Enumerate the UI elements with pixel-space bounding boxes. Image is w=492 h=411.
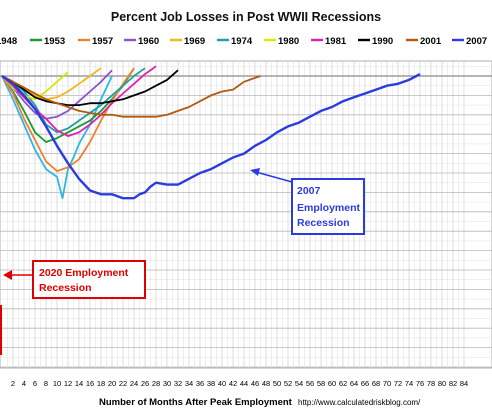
x-tick-label: 16 xyxy=(86,379,94,388)
legend-label-1990: 1990 xyxy=(372,36,393,47)
x-tick-label: 46 xyxy=(251,379,259,388)
legend-label-1969: 1969 xyxy=(184,36,205,47)
series-group xyxy=(1,65,421,200)
annotation-2007-arrow xyxy=(255,171,293,183)
series-line-1980 xyxy=(1,71,69,101)
legend-label-2001: 2001 xyxy=(420,36,442,47)
legend-label-1948: 1948 xyxy=(0,36,17,47)
annotation-2007-line1: 2007 xyxy=(297,185,321,197)
x-tick-label: 10 xyxy=(53,379,61,388)
x-tick-label: 42 xyxy=(229,379,237,388)
series-line-1953 xyxy=(1,67,135,143)
series-line-1960 xyxy=(1,69,113,120)
x-tick-label: 54 xyxy=(295,379,303,388)
x-tick-label: 50 xyxy=(273,379,281,388)
annotation-2007-box xyxy=(291,178,365,235)
x-tick-label: 38 xyxy=(207,379,215,388)
x-tick-label: 44 xyxy=(240,379,248,388)
annotation-2020-line1: 2020 Employment xyxy=(39,267,129,279)
chart-title: Percent Job Losses in Post WWII Recessio… xyxy=(111,10,381,24)
x-tick-label: 12 xyxy=(64,379,72,388)
x-tick-label: 72 xyxy=(394,379,402,388)
x-tick-label: 18 xyxy=(97,379,105,388)
x-tick-label: 20 xyxy=(108,379,116,388)
legend-label-1953: 1953 xyxy=(44,36,65,47)
x-tick-label: 62 xyxy=(339,379,347,388)
annotation-2020-line2: Recession xyxy=(39,282,92,294)
x-tick-label: 52 xyxy=(284,379,292,388)
x-tick-label: 2 xyxy=(11,379,15,388)
x-tick-label: 74 xyxy=(405,379,413,388)
x-tick-label: 24 xyxy=(130,379,138,388)
x-tick-label: 6 xyxy=(33,379,37,388)
x-tick-label: 28 xyxy=(152,379,160,388)
x-tick-label: 26 xyxy=(141,379,149,388)
x-tick-label: 14 xyxy=(75,379,83,388)
annotation-2007-line2: Employment xyxy=(297,202,361,214)
x-tick-label: 48 xyxy=(262,379,270,388)
x-tick-label: 30 xyxy=(163,379,171,388)
legend-label-1974: 1974 xyxy=(231,36,253,47)
x-axis-label: Number of Months After Peak Employment xyxy=(99,397,293,408)
legend-label-2007: 2007 xyxy=(466,36,487,47)
x-tick-label: 4 xyxy=(22,379,26,388)
x-tick-label: 84 xyxy=(460,379,468,388)
legend-label-1981: 1981 xyxy=(325,36,347,47)
x-tick-label: 64 xyxy=(350,379,358,388)
x-tick-label: 70 xyxy=(383,379,391,388)
series-line-1974 xyxy=(1,67,146,134)
series-line-2007 xyxy=(1,73,421,200)
series-line-1990 xyxy=(1,69,179,106)
annotation-2020-recession: 2020 Employment Recession xyxy=(3,260,146,299)
annotation-2007-line3: Recession xyxy=(297,217,350,229)
annotation-2020-box xyxy=(32,260,146,299)
x-tick-label: 36 xyxy=(196,379,204,388)
x-tick-label: 40 xyxy=(218,379,226,388)
x-tick-label: 66 xyxy=(361,379,369,388)
source-url: http://www.calculatedriskblog.com/ xyxy=(298,398,421,407)
legend-label-1960: 1960 xyxy=(138,36,159,47)
x-tick-label: 34 xyxy=(185,379,193,388)
legend: 1948 1953 1957 1960 1969 1974 1980 1981 1990 2001… xyxy=(0,36,487,47)
x-tick-label: 80 xyxy=(438,379,446,388)
x-tick-label: 68 xyxy=(372,379,380,388)
x-tick-label: 22 xyxy=(119,379,127,388)
annotation-2020-arrowhead xyxy=(3,270,12,280)
x-tick-label: 58 xyxy=(317,379,325,388)
x-tick-labels: 2 4 6 8 10 12 14 16 18 20 22 24 26 28 30 32 34 36 38 40 42 44… xyxy=(11,379,468,388)
legend-label-1957: 1957 xyxy=(92,36,113,47)
annotation-2007-arrowhead xyxy=(250,168,260,176)
x-tick-label: 60 xyxy=(328,379,336,388)
legend-label-1980: 1980 xyxy=(278,36,299,47)
x-tick-label: 32 xyxy=(174,379,182,388)
x-tick-label: 56 xyxy=(306,379,314,388)
plot-area xyxy=(0,60,492,369)
annotation-2007-recession: 2007 Employment Recession xyxy=(250,168,365,235)
plot-background xyxy=(0,60,492,369)
x-tick-label: 78 xyxy=(427,379,435,388)
x-tick-label: 82 xyxy=(449,379,457,388)
series-line-2001 xyxy=(1,75,261,118)
x-tick-label: 8 xyxy=(44,379,48,388)
x-tick-label: 76 xyxy=(416,379,424,388)
